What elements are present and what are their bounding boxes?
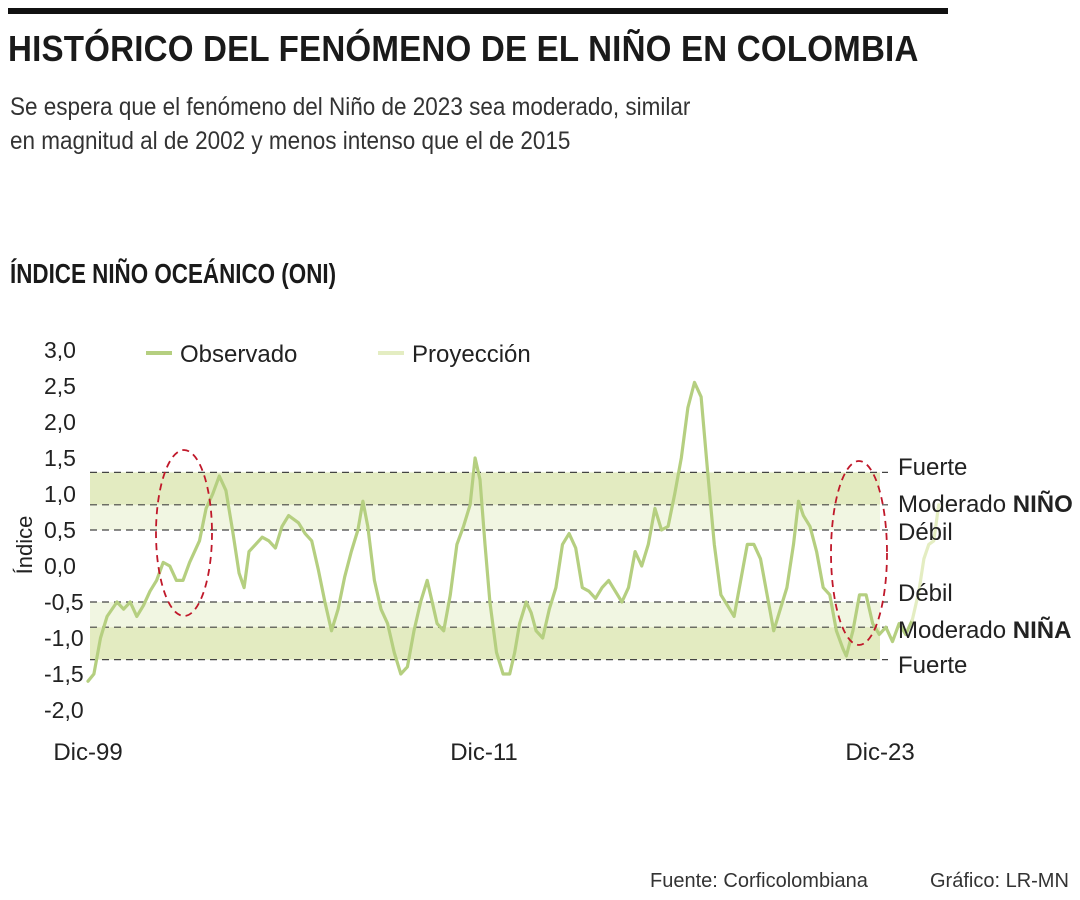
x-tick-label: Dic-11 xyxy=(450,739,518,766)
y-tick-label: -2,0 xyxy=(44,697,84,723)
threshold-label-0: Fuerte xyxy=(898,454,967,481)
threshold-label-text: Moderado xyxy=(898,491,1006,518)
x-axis-ticks: Dic-99 Dic-11 Dic-23 xyxy=(53,739,914,766)
y-tick-label: 2,0 xyxy=(44,409,76,435)
threshold-label-text: Fuerte xyxy=(898,454,967,481)
y-tick-label: 2,5 xyxy=(44,373,76,399)
series-layer xyxy=(86,380,941,683)
highlight-layer xyxy=(155,449,888,646)
oni-line-chart: 3,0 2,5 2,0 1,5 1,0 0,5 0,0 -0,5 -1,0 -1,5 -2,0 Di… xyxy=(12,337,1073,766)
threshold-label-text: Fuerte xyxy=(898,652,967,679)
threshold-label-5: Fuerte xyxy=(898,652,967,679)
y-axis-label: Índice xyxy=(12,516,37,575)
y-tick-label: 3,0 xyxy=(44,337,76,363)
y-tick-label: -1,5 xyxy=(44,661,84,687)
subtitle-line-2: en magnitud al de 2002 y menos intenso q… xyxy=(10,127,571,155)
threshold-label-3: Débil xyxy=(898,580,953,607)
threshold-lines xyxy=(90,471,888,661)
x-tick-label: Dic-23 xyxy=(845,739,914,766)
threshold-bands xyxy=(90,472,880,660)
subtitle-line-1: Se espera que el fenómeno del Niño de 20… xyxy=(10,93,691,121)
top-rule xyxy=(8,8,948,14)
band-nina-strong xyxy=(90,627,880,660)
y-tick-label: 1,0 xyxy=(44,481,76,507)
source-note: Fuente: Corficolombiana xyxy=(650,870,868,892)
highlight-ellipse-2023 xyxy=(830,460,888,646)
x-tick-label: Dic-99 xyxy=(53,739,122,766)
y-tick-label: -0,5 xyxy=(44,589,84,615)
threshold-label-text: Débil xyxy=(898,580,953,607)
observed-line xyxy=(86,380,914,683)
y-axis-ticks: 3,0 2,5 2,0 1,5 1,0 0,5 0,0 -0,5 -1,0 -1,5 -2,0 xyxy=(44,337,84,723)
threshold-label-text: Débil xyxy=(898,519,953,546)
chart-section-title: ÍNDICE NIÑO OCEÁNICO (ONI) xyxy=(10,258,337,289)
chart-legend: Observado Proyección xyxy=(146,341,531,368)
band-nina-moderate xyxy=(90,602,880,628)
projection-line xyxy=(910,503,941,622)
highlight-ellipse-2002 xyxy=(155,449,213,617)
threshold-label-strong: NIÑA xyxy=(1006,616,1071,644)
y-tick-label: 0,5 xyxy=(44,517,76,543)
threshold-label-strong: NIÑO xyxy=(1006,490,1073,518)
credit-note: Gráfico: LR-MN xyxy=(930,870,1069,892)
threshold-label-4: Moderado NIÑA xyxy=(898,616,1071,644)
page-title: HISTÓRICO DEL FENÓMENO DE EL NIÑO EN COL… xyxy=(8,28,919,69)
legend-label-0: Observado xyxy=(180,341,297,368)
y-tick-label: -1,0 xyxy=(44,625,84,651)
threshold-label-1: Moderado NIÑO xyxy=(898,490,1073,518)
y-tick-label: 1,5 xyxy=(44,445,76,471)
threshold-label-2: Débil xyxy=(898,519,953,546)
legend-label-1: Proyección xyxy=(412,341,531,368)
y-tick-label: 0,0 xyxy=(44,553,76,579)
threshold-label-text: Moderado xyxy=(898,617,1006,644)
subtitle: Se espera que el fenómeno del Niño de 20… xyxy=(10,90,691,158)
